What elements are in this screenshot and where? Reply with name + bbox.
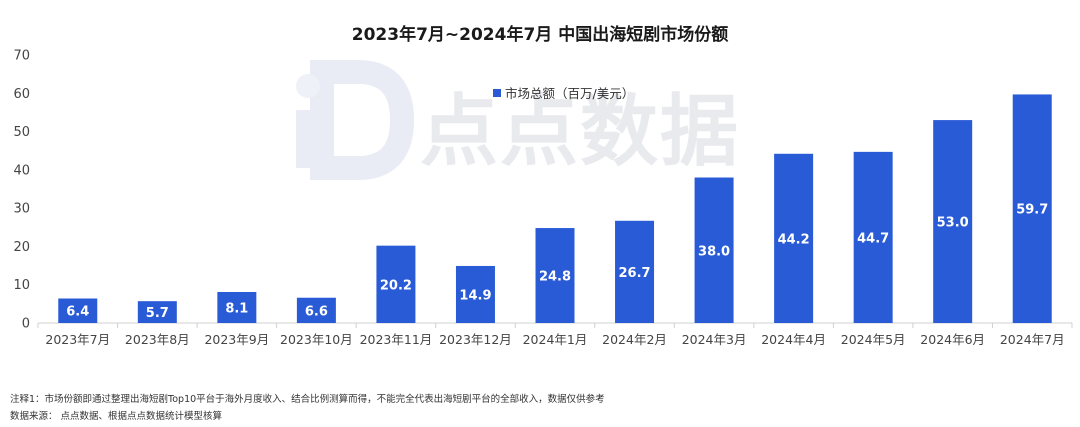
y-tick-label: 30 <box>13 202 30 217</box>
footnote: 注释1：市场份额即通过整理出海短剧Top10平台于海外月度收入、结合比例测算而得… <box>10 394 605 405</box>
bar <box>774 153 814 323</box>
x-tick-label: 2024年7月 <box>1000 332 1065 347</box>
bar <box>217 291 257 323</box>
watermark: 点点数据 <box>296 60 740 180</box>
data-label: 6.4 <box>66 305 89 320</box>
x-tick-label: 2023年12月 <box>439 332 512 347</box>
legend: 市场总额（百万/美元） <box>493 86 634 101</box>
x-tick-label: 2023年9月 <box>204 332 269 347</box>
data-label: 24.8 <box>539 270 571 285</box>
bars <box>58 94 1052 323</box>
legend-swatch <box>493 89 501 97</box>
watermark-text: 点点数据 <box>420 87 740 177</box>
data-label: 53.0 <box>937 216 969 231</box>
data-label: 38.0 <box>698 244 730 259</box>
y-tick-label: 20 <box>13 240 30 255</box>
bar <box>296 297 336 323</box>
y-axis: 0 10 20 30 40 50 60 70 <box>13 49 30 332</box>
data-label: 26.7 <box>618 266 650 281</box>
legend-label: 市场总额（百万/美元） <box>505 86 634 101</box>
data-label: 5.7 <box>146 306 169 321</box>
x-tick-label: 2023年11月 <box>360 332 433 347</box>
x-tick-label: 2023年7月 <box>45 332 110 347</box>
bar <box>853 151 893 323</box>
bar <box>376 245 416 323</box>
data-label: 44.7 <box>857 231 889 246</box>
y-tick-label: 10 <box>13 278 30 293</box>
data-label: 59.7 <box>1016 203 1048 218</box>
x-tick-label: 2023年8月 <box>125 332 190 347</box>
y-tick-label: 40 <box>13 163 30 178</box>
data-labels: 6.4 5.7 8.1 6.6 20.2 14.9 24.8 26.7 38.0 44.2 44.7… <box>66 203 1048 321</box>
x-axis: 2023年7月 2023年8月 2023年9月 2023年10月 2023年11月 202… <box>37 323 1073 347</box>
x-tick-label: 2024年2月 <box>602 332 667 347</box>
bar <box>933 120 973 323</box>
x-tick-label: 2024年3月 <box>682 332 747 347</box>
y-tick-label: 70 <box>13 49 30 64</box>
x-tick-label: 2024年5月 <box>841 332 906 347</box>
bar <box>58 298 98 323</box>
data-label: 8.1 <box>225 301 248 316</box>
chart-title: 2023年7月~2024年7月 中国出海短剧市场份额 <box>352 24 728 45</box>
bar <box>137 301 177 323</box>
y-tick-label: 60 <box>13 87 30 102</box>
data-label: 6.6 <box>305 304 328 319</box>
x-tick-label: 2023年10月 <box>280 332 353 347</box>
x-tick-label: 2024年6月 <box>920 332 985 347</box>
y-tick-label: 50 <box>13 125 30 140</box>
bar <box>694 177 734 323</box>
bar <box>455 265 495 323</box>
watermark-logo-icon <box>296 60 415 180</box>
data-label: 44.2 <box>778 232 810 247</box>
bar <box>1012 94 1052 323</box>
y-tick-label: 0 <box>22 317 30 332</box>
data-label: 20.2 <box>380 278 412 293</box>
data-label: 14.9 <box>459 288 491 303</box>
bar <box>615 220 655 323</box>
data-source: 数据来源： 点点数据、根据点点数据统计模型核算 <box>10 411 223 422</box>
x-tick-label: 2024年1月 <box>523 332 588 347</box>
bar <box>535 228 575 323</box>
x-tick-label: 2024年4月 <box>761 332 826 347</box>
